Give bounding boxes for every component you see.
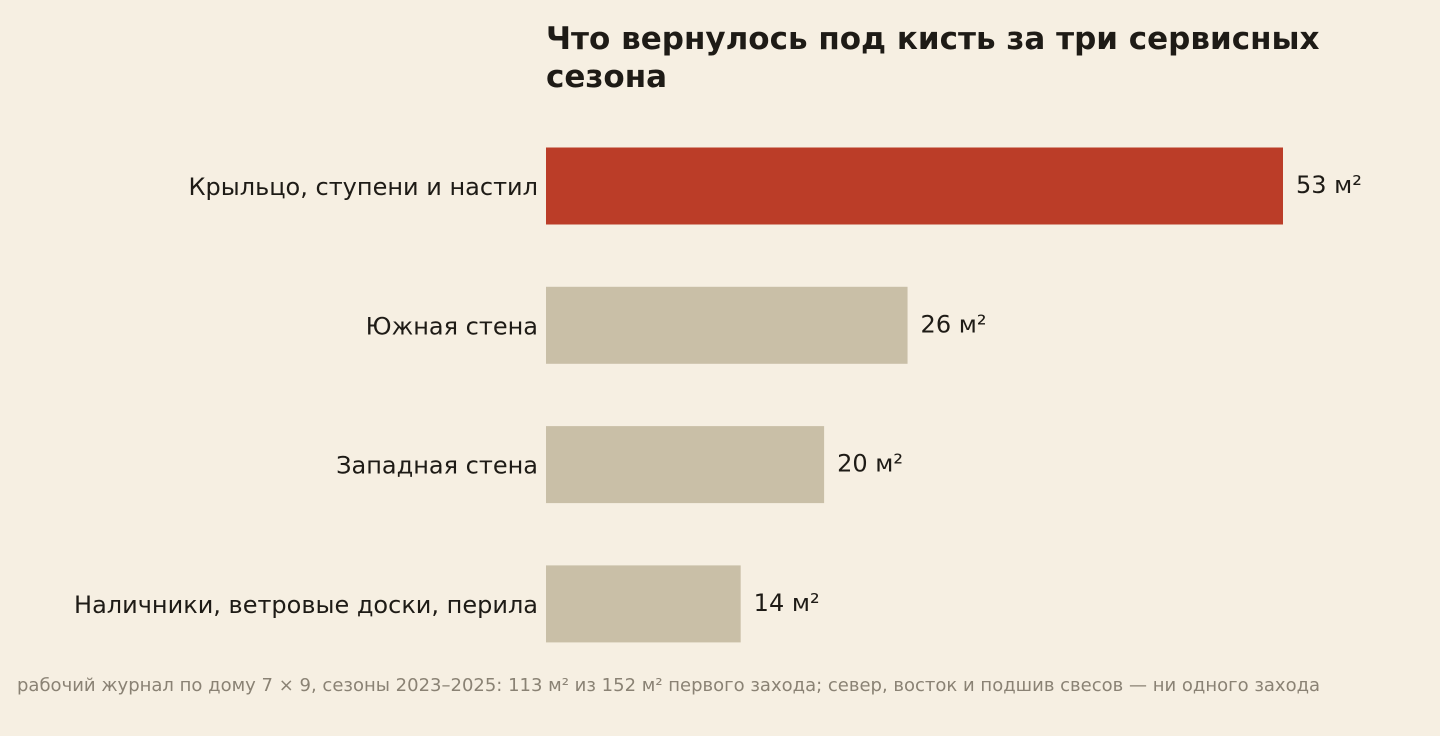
value-label-2: 26 м² <box>921 310 987 338</box>
category-label-2: Южная стена <box>366 312 538 340</box>
category-label-1: Крыльцо, ступени и настил <box>189 173 538 201</box>
value-label-3: 20 м² <box>837 450 903 478</box>
value-label-4: 14 м² <box>754 589 820 617</box>
bar-1 <box>546 147 1283 225</box>
category-label-3: Западная стена <box>336 452 538 480</box>
bar-3 <box>546 426 825 504</box>
chart-title: Что вернулось под кисть за три сервисных… <box>546 21 1320 95</box>
source-note: рабочий журнал по дому 7 × 9, сезоны 202… <box>17 675 1321 696</box>
category-label-4: Наличники, ветровые доски, перила <box>74 591 538 619</box>
bar-2 <box>546 286 908 364</box>
bar-4 <box>546 565 741 643</box>
value-label-1: 53 м² <box>1296 171 1362 199</box>
